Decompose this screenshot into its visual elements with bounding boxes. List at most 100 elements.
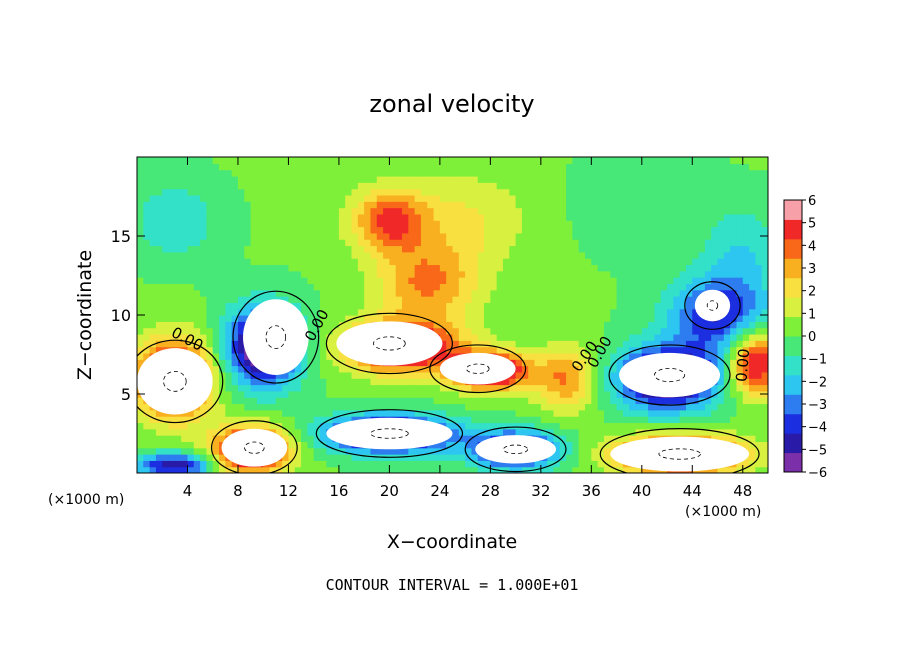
- field-cell: [301, 296, 308, 303]
- field-cell: [332, 327, 340, 335]
- field-cell: [345, 454, 353, 461]
- field-cell: [616, 435, 624, 442]
- field-cell: [603, 346, 611, 354]
- field-cell: [742, 346, 750, 354]
- field-cell: [212, 428, 220, 436]
- field-cell: [269, 157, 277, 164]
- field-cell: [414, 365, 422, 373]
- field-cell: [364, 447, 372, 455]
- field-cell: [597, 390, 605, 398]
- field-cell: [534, 289, 542, 297]
- field-cell: [212, 346, 220, 354]
- field-cell: [755, 157, 763, 164]
- field-cell: [294, 447, 302, 455]
- field-cell: [679, 428, 687, 436]
- field-cell: [679, 403, 687, 411]
- field-cell: [761, 321, 768, 329]
- field-cell: [294, 258, 302, 266]
- field-cell: [698, 194, 706, 202]
- field-cell: [446, 308, 454, 316]
- field-cell: [206, 416, 214, 424]
- field-cell: [319, 169, 327, 177]
- field-cell: [616, 397, 624, 405]
- field-cell: [749, 245, 756, 253]
- field-cell: [275, 397, 283, 405]
- field-cell: [301, 270, 308, 278]
- field-cell: [389, 384, 397, 392]
- field-cell: [667, 333, 674, 341]
- field-cell: [282, 169, 290, 177]
- field-cell: [685, 403, 693, 411]
- field-cell: [313, 365, 321, 373]
- field-cell: [528, 296, 536, 303]
- field-cell: [742, 296, 750, 303]
- field-cell: [294, 201, 302, 209]
- field-cell: [515, 194, 523, 202]
- field-cell: [528, 359, 536, 367]
- field-cell: [559, 435, 567, 442]
- field-cell: [648, 188, 656, 196]
- field-cell: [730, 277, 738, 284]
- field-cell: [717, 251, 725, 259]
- field-cell: [231, 169, 239, 177]
- field-cell: [383, 207, 390, 215]
- field-cell: [345, 220, 353, 228]
- field-cell: [357, 365, 365, 373]
- field-cell: [559, 352, 567, 360]
- field-cell: [433, 163, 441, 171]
- field-cell: [212, 384, 220, 392]
- field-cell: [692, 226, 700, 234]
- field-cell: [357, 277, 365, 284]
- field-cell: [509, 296, 517, 303]
- field-cell: [635, 409, 643, 417]
- field-cell: [256, 264, 264, 272]
- field-cell: [452, 182, 460, 190]
- field-cell: [540, 194, 548, 202]
- field-cell: [477, 390, 485, 398]
- field-cell: [307, 422, 315, 430]
- field-cell: [294, 232, 302, 240]
- field-cell: [269, 466, 277, 473]
- field-cell: [496, 277, 504, 284]
- field-cell: [301, 157, 308, 164]
- field-cell: [193, 441, 201, 449]
- field-cell: [301, 365, 308, 373]
- field-cell: [755, 264, 763, 272]
- field-cell: [389, 264, 397, 272]
- field-cell: [225, 397, 233, 405]
- field-cell: [275, 194, 283, 202]
- field-cell: [597, 371, 605, 379]
- field-cell: [383, 157, 390, 164]
- field-cell: [301, 409, 308, 417]
- field-cell: [200, 441, 208, 449]
- field-cell: [502, 333, 510, 341]
- field-cell: [313, 384, 321, 392]
- field-cell: [711, 397, 719, 405]
- field-cell: [502, 289, 510, 297]
- field-cell: [357, 397, 365, 405]
- field-cell: [629, 201, 637, 209]
- field-cell: [370, 232, 378, 240]
- field-cell: [269, 169, 277, 177]
- field-cell: [414, 232, 422, 240]
- field-cell: [319, 232, 327, 240]
- field-cell: [471, 296, 479, 303]
- field-cell: [231, 321, 239, 329]
- field-cell: [174, 213, 182, 221]
- field-cell: [540, 277, 548, 284]
- field-cell: [206, 321, 214, 329]
- field-cell: [755, 365, 763, 373]
- field-cell: [749, 315, 756, 322]
- field-cell: [547, 327, 555, 335]
- field-cell: [585, 207, 592, 215]
- field-cell: [629, 251, 637, 259]
- field-cell: [326, 296, 334, 303]
- field-cell: [471, 384, 479, 392]
- field-cell: [572, 163, 580, 171]
- field-cell: [540, 315, 548, 322]
- field-cell: [578, 371, 586, 379]
- field-cell: [547, 371, 555, 379]
- field-cell: [704, 163, 712, 171]
- field-cell: [591, 422, 599, 430]
- field-cell: [717, 416, 725, 424]
